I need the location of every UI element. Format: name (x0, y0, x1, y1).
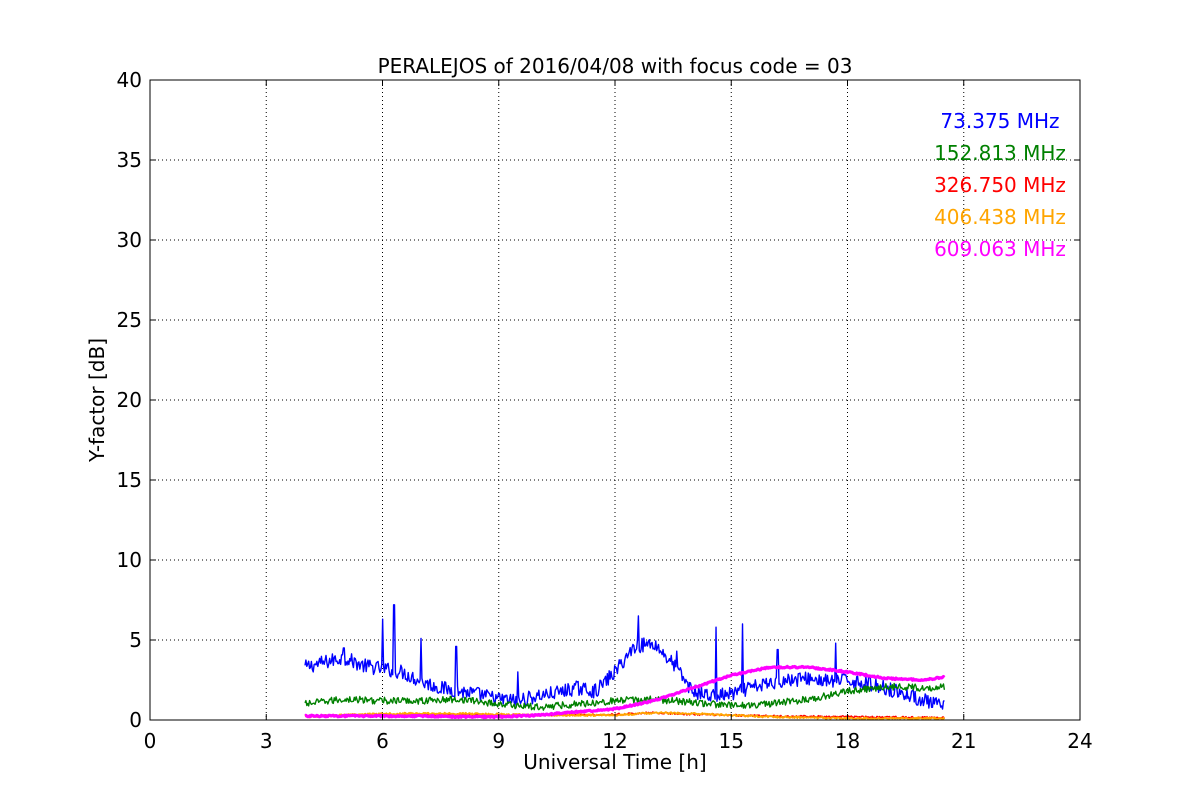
y-tick-label: 30 (117, 228, 142, 252)
legend-entry: 406.438 MHz (934, 205, 1066, 229)
legend-entry: 73.375 MHz (940, 109, 1059, 133)
x-tick-label: 18 (835, 729, 860, 753)
x-tick-label: 21 (951, 729, 976, 753)
y-tick-label: 25 (117, 308, 142, 332)
series-line (304, 682, 946, 711)
series-line (304, 604, 945, 710)
legend-entry: 152.813 MHz (934, 141, 1066, 165)
chart-title: PERALEJOS of 2016/04/08 with focus code … (378, 54, 853, 78)
legend: 73.375 MHz 152.813 MHz 326.750 MHz 406.438 … (934, 109, 1066, 261)
series-line (304, 664, 946, 720)
y-tick-label: 40 (117, 68, 142, 92)
x-tick-label: 6 (376, 729, 389, 753)
series-layer (304, 604, 946, 721)
legend-entry: 609.063 MHz (934, 237, 1066, 261)
y-tick-label: 10 (117, 548, 142, 572)
series-line (304, 711, 946, 721)
legend-entry: 326.750 MHz (934, 173, 1066, 197)
ticks: 0 3 6 9 12 15 18 21 24 0 5 10 15 20 25 30 35 40 (117, 68, 1093, 753)
y-tick-label: 5 (129, 628, 142, 652)
x-tick-label: 0 (144, 729, 157, 753)
y-tick-label: 20 (117, 388, 142, 412)
x-tick-label: 24 (1067, 729, 1092, 753)
y-tick-label: 15 (117, 468, 142, 492)
x-axis-label: Universal Time [h] (523, 750, 706, 774)
x-tick-label: 15 (719, 729, 744, 753)
x-tick-label: 9 (492, 729, 505, 753)
x-tick-label: 12 (602, 729, 627, 753)
grid (150, 80, 1080, 720)
y-tick-label: 35 (117, 148, 142, 172)
y-axis-label: Y-factor [dB] (85, 338, 109, 463)
x-tick-label: 3 (260, 729, 273, 753)
y-tick-label: 0 (129, 708, 142, 732)
